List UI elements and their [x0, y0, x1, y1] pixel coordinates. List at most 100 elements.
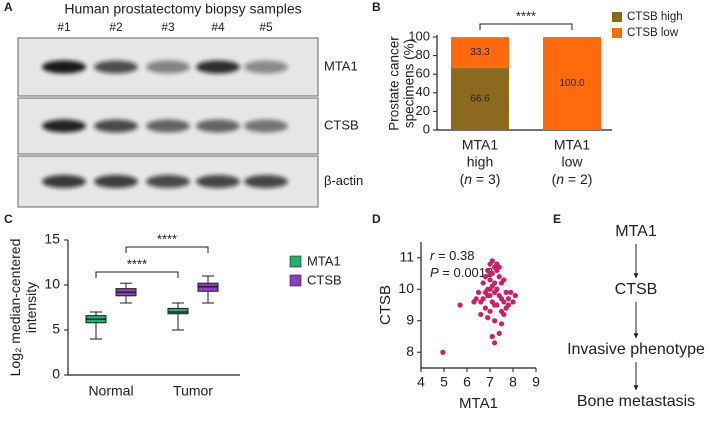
- x-tick-label: Tumor: [173, 383, 213, 399]
- blot-band: [94, 175, 138, 188]
- blot-band: [42, 119, 86, 133]
- blot-band: [146, 175, 190, 188]
- y-tick-label: 0: [423, 121, 430, 136]
- point: [487, 277, 493, 283]
- point: [496, 274, 502, 280]
- legend-label: CTSB low: [627, 27, 679, 39]
- legend-swatch: [612, 28, 622, 38]
- point: [492, 280, 498, 286]
- x-tick-label: 8: [509, 374, 517, 390]
- x-tick-label: 7: [486, 374, 494, 390]
- blot-band: [244, 175, 288, 188]
- point: [480, 280, 486, 286]
- legend-swatch: [289, 255, 302, 268]
- blot-row-label: MTA1: [324, 58, 358, 73]
- significance-bracket: [479, 23, 573, 30]
- legend-swatch: [612, 12, 622, 22]
- y-tick-label: 15: [44, 231, 60, 247]
- lane-label: #2: [109, 20, 123, 34]
- y-axis-label: Prostate cancerspecimens (%): [386, 36, 416, 131]
- panel-label: C: [4, 212, 13, 226]
- y-tick-label: 5: [52, 321, 60, 337]
- blot-band: [94, 119, 138, 133]
- point: [482, 305, 488, 311]
- bar-segment: [451, 37, 509, 69]
- blot-band: [94, 60, 138, 74]
- point: [457, 302, 463, 308]
- point: [485, 292, 491, 299]
- point: [473, 296, 479, 302]
- point: [475, 289, 482, 295]
- point: [505, 302, 511, 308]
- point: [489, 333, 495, 340]
- value-label: 33.3: [470, 47, 490, 58]
- point: [478, 311, 484, 318]
- flow-node: CTSB: [615, 281, 658, 298]
- blot-title: Human prostatectomy biopsy samples: [64, 1, 301, 17]
- point: [510, 299, 516, 305]
- lane-label: #1: [57, 20, 71, 34]
- y-axis-label: CTSB: [377, 285, 394, 325]
- axis-line: [67, 240, 240, 376]
- x-tick-label: 5: [440, 374, 448, 390]
- y-tick-label: 20: [416, 103, 430, 118]
- point: [440, 349, 446, 355]
- point: [512, 292, 518, 299]
- y-tick-label: 8: [406, 343, 414, 359]
- point: [492, 302, 498, 308]
- point: [494, 261, 500, 267]
- blot-band: [42, 175, 86, 188]
- point: [478, 299, 484, 305]
- significance-bracket: [95, 271, 179, 278]
- legend-label: CTSB high: [627, 11, 683, 23]
- flow-node: Bone metastasis: [577, 393, 695, 410]
- legend-swatch: [289, 274, 302, 287]
- blot-band: [42, 60, 86, 74]
- point: [501, 311, 507, 318]
- flow-node: Invasive phenotype: [567, 341, 705, 358]
- point: [489, 258, 495, 264]
- bar-segment: [543, 37, 601, 130]
- panel-label: A: [4, 0, 13, 14]
- point: [496, 330, 502, 336]
- y-tick-label: 10: [44, 276, 60, 292]
- point: [492, 318, 498, 324]
- y-axis-label: Log₂ median-centeredintensity: [7, 239, 39, 377]
- legend-label: MTA1: [307, 253, 341, 268]
- bar-segment: [451, 68, 509, 130]
- x-tick-label: Normal: [88, 383, 133, 399]
- point: [487, 270, 493, 277]
- annotation: P = 0.0013: [430, 265, 493, 280]
- value-label: 66.6: [470, 94, 490, 105]
- point: [487, 308, 493, 314]
- value-label: 100.0: [559, 78, 584, 89]
- point: [482, 274, 488, 280]
- point: [505, 296, 511, 302]
- legend-label: CTSB: [307, 272, 342, 287]
- y-tick-label: 80: [416, 47, 430, 62]
- blot-band: [196, 119, 240, 133]
- category-note: (n = 2): [552, 171, 593, 187]
- y-tick-label: 100: [408, 28, 430, 43]
- significance-label: ****: [516, 8, 536, 23]
- x-tick-label: 6: [463, 374, 471, 390]
- blot-band: [146, 119, 190, 133]
- point: [503, 289, 509, 295]
- point: [487, 286, 493, 292]
- blot-band: [196, 60, 240, 74]
- box: [167, 307, 189, 315]
- blot-band: [196, 175, 240, 188]
- blot-row-label: β-actin: [324, 173, 363, 188]
- lane-label: #3: [161, 20, 175, 34]
- x-tick-label: 4: [417, 374, 425, 390]
- lane-label: #4: [211, 20, 225, 34]
- point: [492, 340, 498, 346]
- flow-node: MTA1: [615, 223, 657, 240]
- significance-bracket: [125, 246, 209, 253]
- point: [508, 289, 514, 295]
- x-tick-label: MTA1 low: [554, 136, 591, 169]
- x-tick-label: MTA1 high: [462, 136, 499, 169]
- point: [501, 277, 507, 283]
